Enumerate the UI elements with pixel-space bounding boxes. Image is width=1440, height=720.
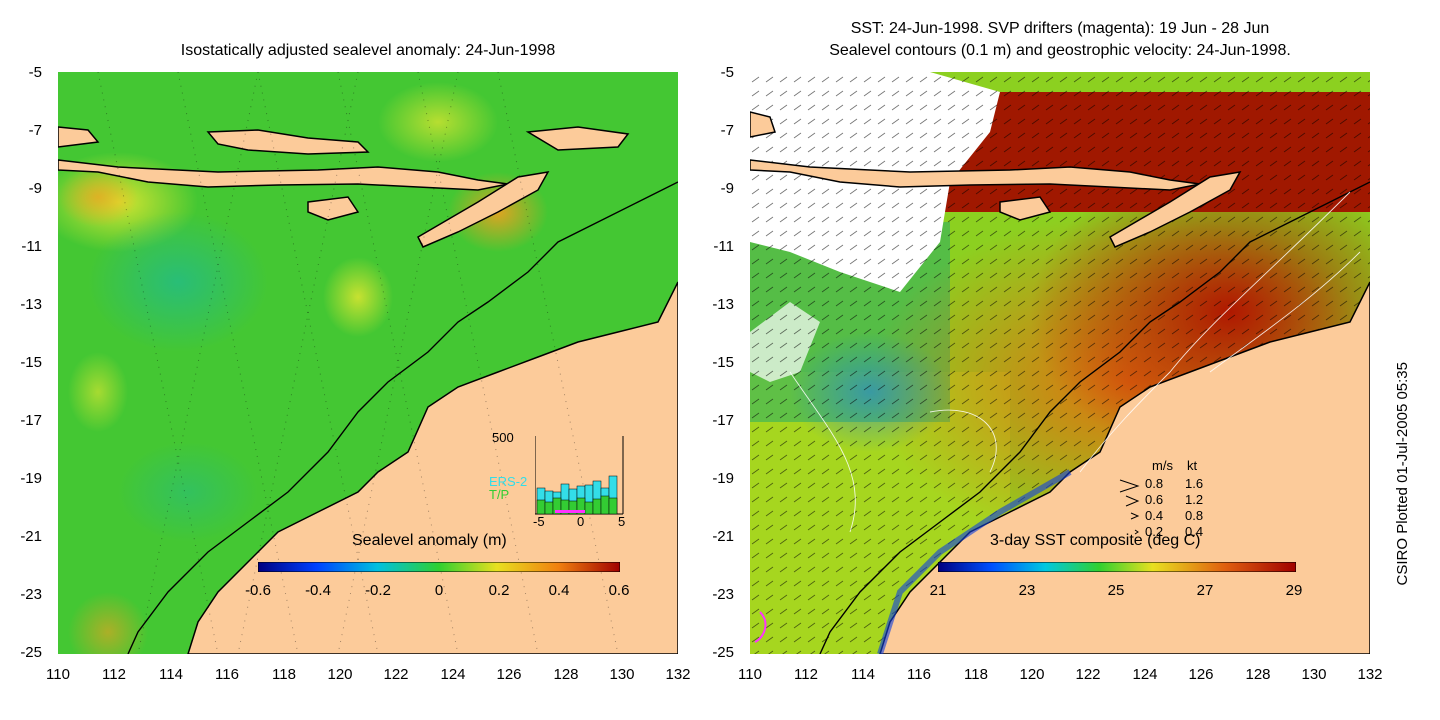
right-x-tick: 114	[851, 666, 875, 683]
left-map	[58, 72, 678, 654]
right-colorbar-label: 3-day SST composite (deg C)	[990, 532, 1201, 549]
velocity-legend-ms: 0.4	[1145, 508, 1164, 523]
right-y-tick: -13	[712, 296, 734, 313]
left-x-tick: 118	[272, 666, 296, 683]
histogram-legend-ers2: ERS-2	[489, 474, 528, 489]
velocity-legend-kt: 0.8	[1185, 508, 1204, 523]
right-x-tick: 132	[1357, 666, 1383, 683]
velocity-legend-kt: 1.6	[1185, 476, 1204, 491]
histogram-xtick: 5	[618, 514, 626, 529]
left-cb-tick: -0.4	[305, 582, 331, 599]
left-cb-tick: -0.2	[365, 582, 391, 599]
left-y-tick: -25	[20, 644, 42, 661]
left-x-tick: 114	[159, 666, 183, 683]
right-y-tick: -23	[712, 586, 734, 603]
velocity-legend-arrows	[1118, 474, 1148, 544]
left-x-tick: 124	[440, 666, 466, 683]
right-panel-title-line2: Sealevel contours (0.1 m) and geostrophi…	[829, 42, 1291, 59]
right-x-tick: 116	[907, 666, 931, 683]
left-y-tick: -23	[20, 586, 42, 603]
left-y-tick: -5	[28, 64, 42, 81]
right-x-tick: 130	[1301, 666, 1327, 683]
right-x-tick: 118	[964, 666, 988, 683]
left-cb-tick: 0.4	[548, 582, 570, 599]
right-y-tick: -21	[712, 528, 734, 545]
histogram-xtick: -5	[533, 514, 545, 529]
left-y-tick: -13	[20, 296, 42, 313]
velocity-legend-header-kt: kt	[1187, 458, 1198, 473]
left-y-tick: -7	[28, 122, 42, 139]
right-y-tick: -11	[713, 238, 734, 255]
right-colorbar	[938, 562, 1296, 572]
left-x-tick: 110	[46, 666, 70, 683]
right-y-tick: -9	[720, 180, 734, 197]
left-x-tick: 120	[327, 666, 353, 683]
velocity-legend-ms: 0.2	[1145, 524, 1164, 539]
left-x-tick: 130	[609, 666, 635, 683]
right-panel-title-line1: SST: 24-Jun-1998. SVP drifters (magenta)…	[850, 20, 1270, 37]
left-y-tick: -15	[20, 354, 42, 371]
right-y-tick: -15	[712, 354, 734, 371]
left-cb-tick: 0	[434, 582, 444, 599]
right-y-tick: -25	[712, 644, 734, 661]
left-colorbar-label: Sealevel anomaly (m)	[352, 532, 507, 549]
velocity-legend-kt: 1.2	[1185, 492, 1204, 507]
right-x-tick: 128	[1245, 666, 1271, 683]
histogram-xtick: 0	[577, 514, 585, 529]
right-cb-tick: 25	[1107, 582, 1125, 599]
velocity-legend-header-ms: m/s	[1152, 458, 1173, 473]
right-y-tick: -17	[712, 412, 734, 429]
left-x-tick: 116	[215, 666, 239, 683]
velocity-legend-kt: 0.4	[1185, 524, 1204, 539]
left-y-tick: -19	[20, 470, 42, 487]
left-cb-tick: -0.6	[245, 582, 271, 599]
right-cb-tick: 29	[1285, 582, 1303, 599]
right-x-tick: 124	[1132, 666, 1158, 683]
left-colorbar	[258, 562, 620, 572]
right-x-tick: 122	[1075, 666, 1101, 683]
left-y-tick: -17	[20, 412, 42, 429]
histogram-ymax: 500	[492, 430, 514, 445]
left-cb-tick: 0.2	[488, 582, 510, 599]
histogram-legend-tp: T/P	[489, 487, 510, 502]
right-cb-tick: 23	[1018, 582, 1036, 599]
right-x-tick: 112	[794, 666, 818, 683]
left-panel-title: Isostatically adjusted sealevel anomaly:…	[180, 42, 556, 59]
velocity-legend-ms: 0.8	[1145, 476, 1164, 491]
left-x-tick: 126	[496, 666, 522, 683]
velocity-legend-ms: 0.6	[1145, 492, 1164, 507]
right-y-tick: -5	[720, 64, 734, 81]
left-y-tick: -21	[20, 528, 42, 545]
left-y-tick: -11	[21, 238, 42, 255]
right-cb-tick: 21	[929, 582, 947, 599]
left-x-tick: 112	[102, 666, 126, 683]
left-x-tick: 132	[665, 666, 691, 683]
credit-text: CSIRO Plotted 01-Jul-2005 05:35	[1394, 362, 1411, 586]
left-y-tick: -9	[28, 180, 42, 197]
right-map	[750, 72, 1370, 654]
right-y-tick: -19	[712, 470, 734, 487]
right-y-tick: -7	[720, 122, 734, 139]
left-cb-tick: 0.6	[608, 582, 630, 599]
right-x-tick: 110	[738, 666, 762, 683]
left-x-tick: 122	[383, 666, 409, 683]
right-cb-tick: 27	[1196, 582, 1214, 599]
right-x-tick: 126	[1188, 666, 1214, 683]
histogram-inset	[535, 436, 625, 516]
left-x-tick: 128	[553, 666, 579, 683]
right-x-tick: 120	[1019, 666, 1045, 683]
